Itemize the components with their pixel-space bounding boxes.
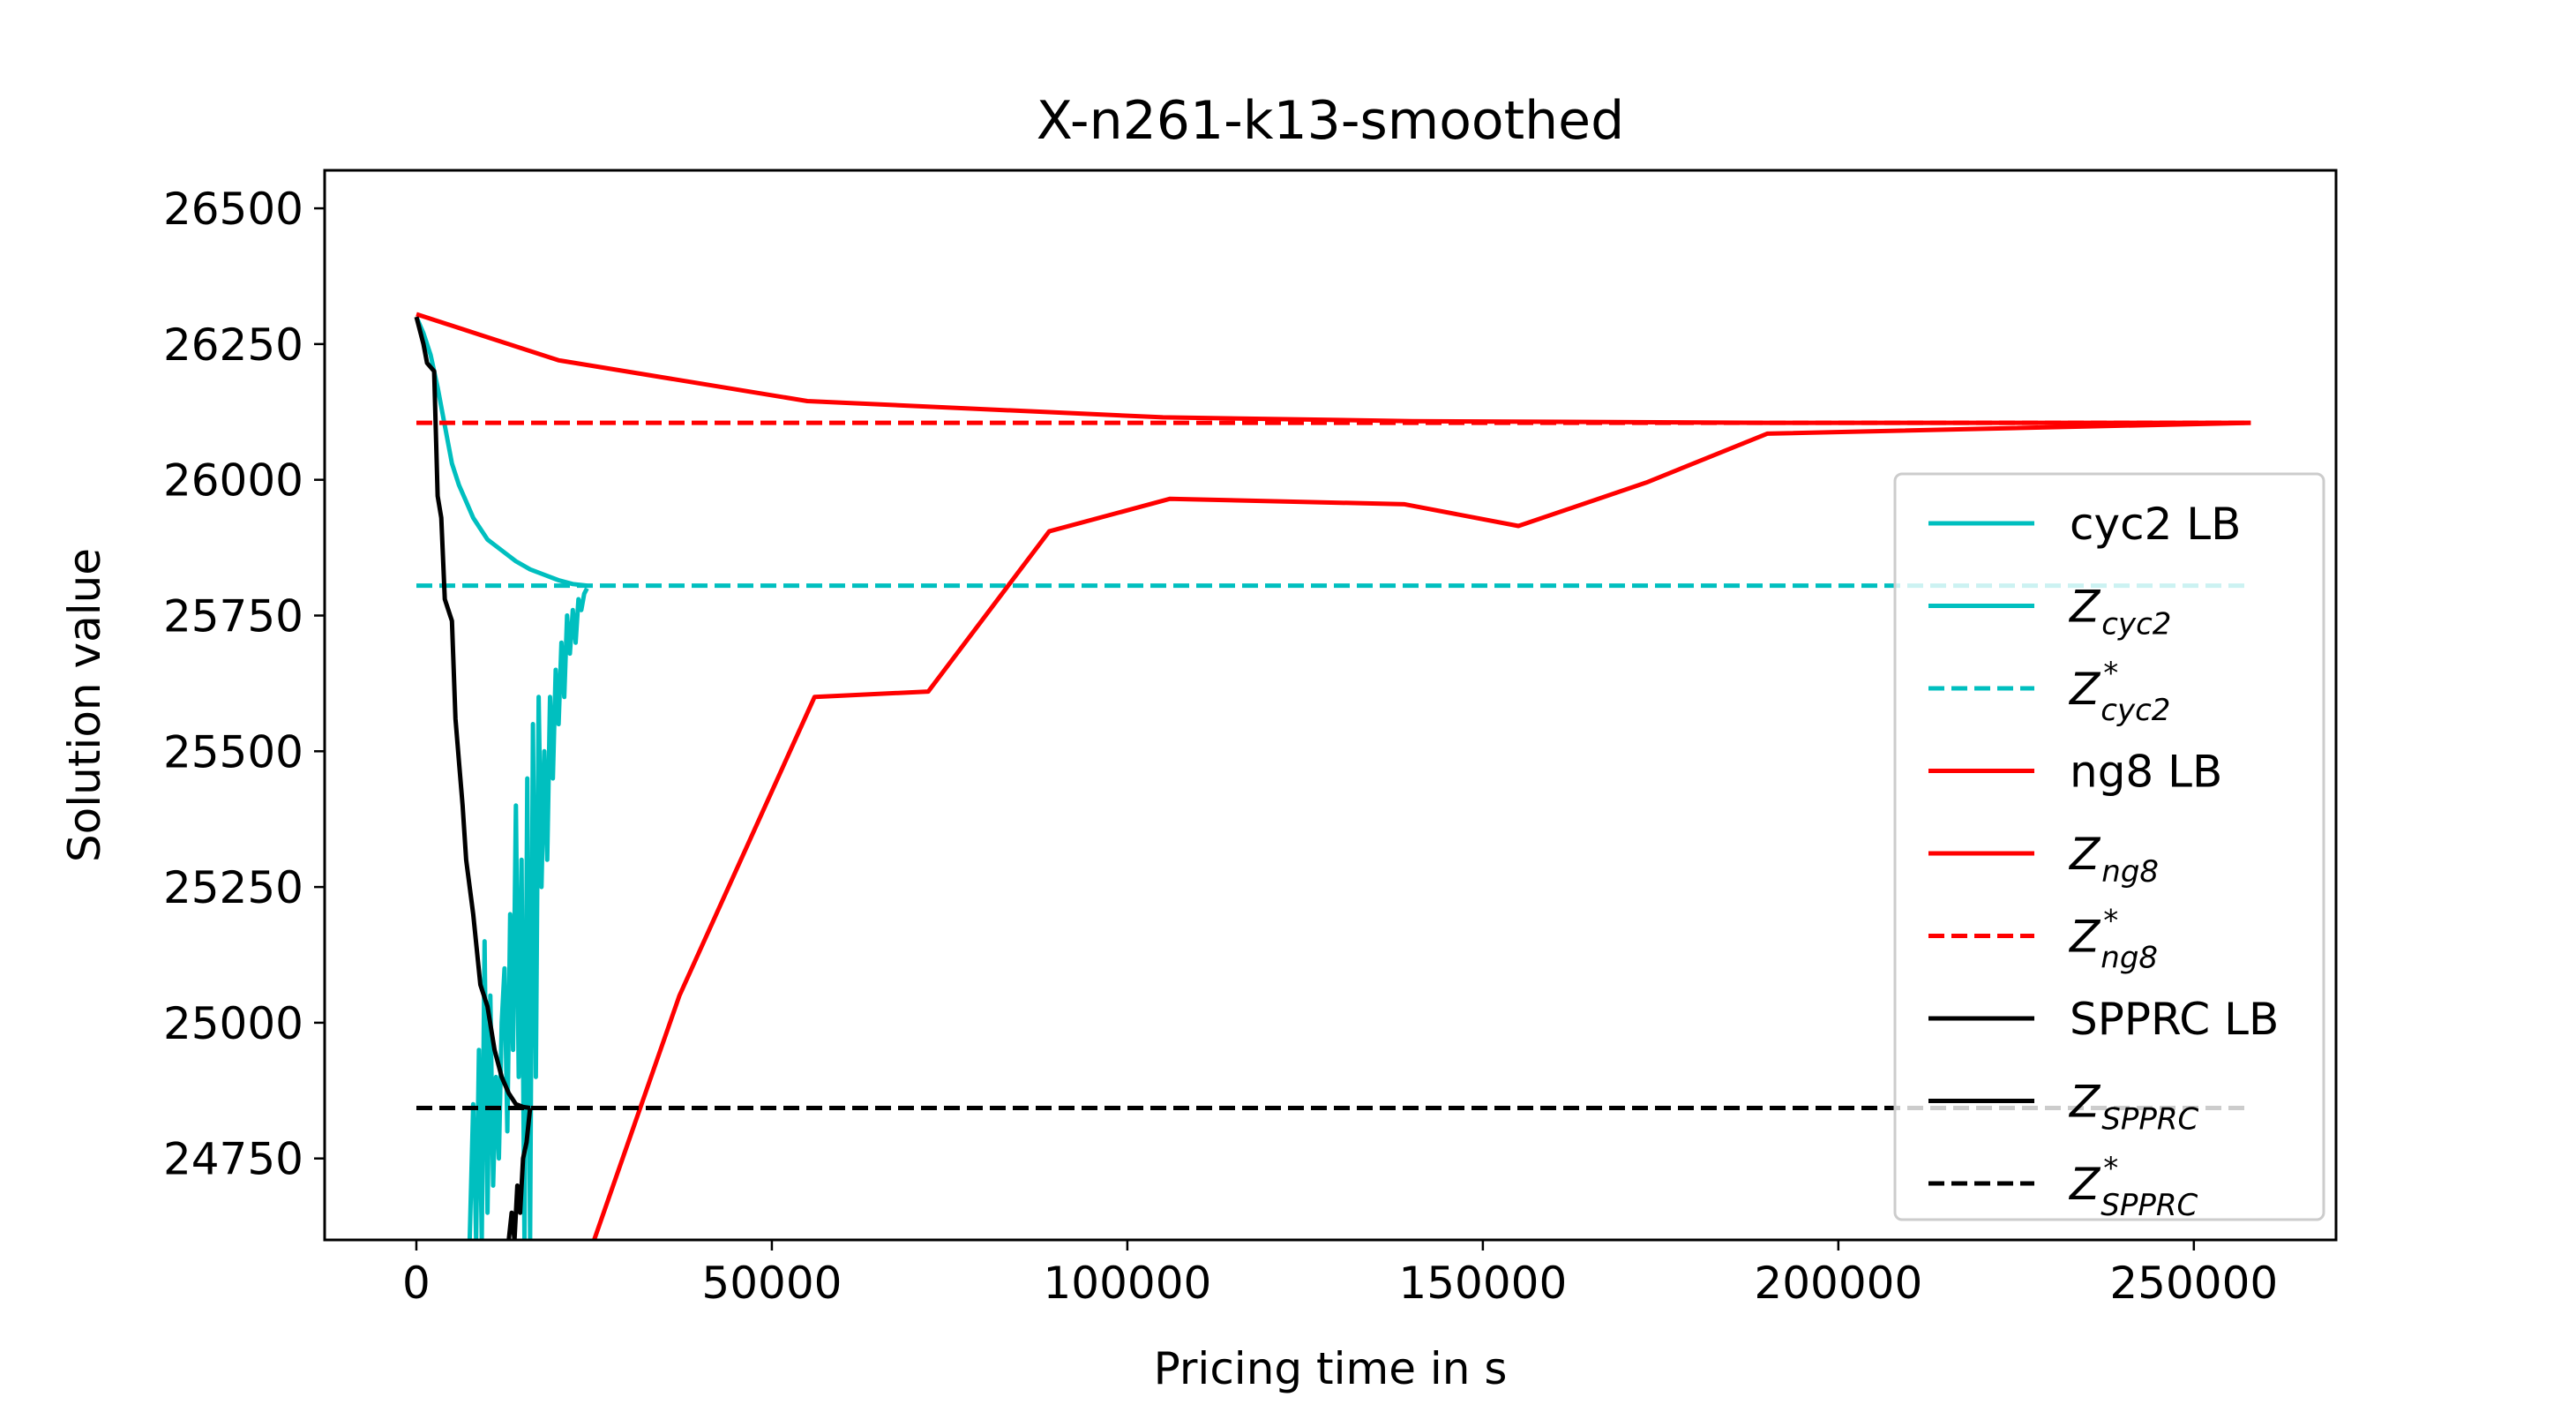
legend-label: Z * ng8 bbox=[2068, 904, 2158, 976]
x-axis-ticks: 0 50000 100000 150000 200000 250000 bbox=[402, 1240, 2278, 1309]
y-tick-label: 26250 bbox=[163, 319, 303, 371]
y-tick-label: 25750 bbox=[163, 590, 303, 642]
y-axis-label: Solution value bbox=[59, 548, 110, 862]
x-tick-label: 150000 bbox=[1398, 1258, 1567, 1309]
y-axis-ticks: 24750 25000 25250 25500 25750 26000 26250 26500 bbox=[163, 184, 325, 1185]
legend-box bbox=[1893, 472, 2325, 1221]
y-tick-label: 25250 bbox=[163, 862, 303, 913]
y-tick-label: 26000 bbox=[163, 455, 303, 507]
x-tick-label: 100000 bbox=[1043, 1258, 1211, 1309]
x-tick-label: 200000 bbox=[1754, 1258, 1922, 1309]
x-axis-label: Pricing time in s bbox=[1154, 1343, 1508, 1394]
chart-title: X-n261-k13-smoothed bbox=[1037, 90, 1624, 152]
x-tick-label: 50000 bbox=[701, 1258, 842, 1309]
legend-label: Z * cyc2 bbox=[2068, 656, 2170, 728]
y-tick-label: 26500 bbox=[163, 184, 303, 235]
legend-label: SPPRC LB bbox=[2070, 994, 2279, 1045]
y-tick-label: 25000 bbox=[163, 998, 303, 1049]
legend: cyc2 LB Zcyc2 Z * cyc2 ng8 LB Zng8 Z * ng8 SPPRC L… bbox=[1893, 472, 2325, 1223]
y-tick-label: 24750 bbox=[163, 1134, 303, 1185]
series-line-ng8-lb bbox=[416, 312, 2251, 425]
legend-label: ng8 LB bbox=[2070, 747, 2222, 798]
series-line-spprc-lb bbox=[414, 316, 531, 1110]
legend-label: Zng8 bbox=[2068, 829, 2159, 890]
series-line-z-ng8 bbox=[592, 420, 2251, 1240]
legend-label: Zcyc2 bbox=[2068, 582, 2171, 642]
x-tick-label: 0 bbox=[402, 1258, 431, 1309]
legend-label: ZSPPRC bbox=[2068, 1077, 2198, 1138]
legend-label: Z * SPPRC bbox=[2068, 1151, 2198, 1223]
x-tick-label: 250000 bbox=[2109, 1258, 2278, 1309]
series-line-z-spprc bbox=[506, 1108, 533, 1240]
plot-frame bbox=[323, 169, 2338, 1242]
y-tick-label: 25500 bbox=[163, 726, 303, 777]
legend-label: cyc2 LB bbox=[2070, 499, 2241, 550]
